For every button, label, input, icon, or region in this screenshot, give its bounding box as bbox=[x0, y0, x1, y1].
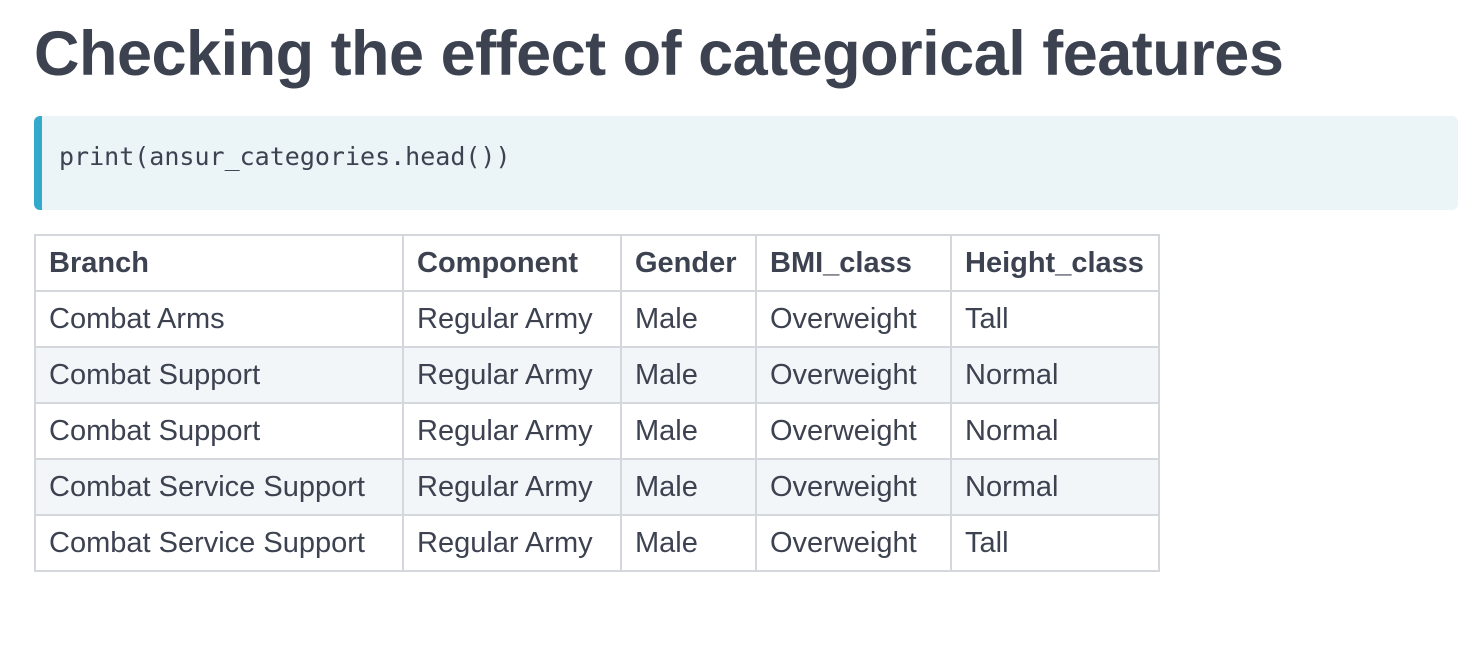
cell-bmi-class: Overweight bbox=[755, 290, 952, 348]
cell-height-class: Normal bbox=[950, 458, 1160, 516]
cell-component: Regular Army bbox=[402, 458, 622, 516]
cell-gender: Male bbox=[620, 514, 757, 572]
column-header-gender: Gender bbox=[620, 234, 757, 292]
code-block: print(ansur_categories.head()) bbox=[34, 116, 1458, 210]
cell-bmi-class: Overweight bbox=[755, 458, 952, 516]
cell-branch: Combat Support bbox=[34, 346, 404, 404]
cell-component: Regular Army bbox=[402, 402, 622, 460]
cell-height-class: Normal bbox=[950, 346, 1160, 404]
column-header-component: Component bbox=[402, 234, 622, 292]
table-row: Combat Arms Regular Army Male Overweight… bbox=[34, 290, 1160, 348]
cell-branch: Combat Support bbox=[34, 402, 404, 460]
cell-component: Regular Army bbox=[402, 514, 622, 572]
cell-gender: Male bbox=[620, 290, 757, 348]
cell-branch: Combat Service Support bbox=[34, 458, 404, 516]
cell-gender: Male bbox=[620, 346, 757, 404]
table-row: Combat Service Support Regular Army Male… bbox=[34, 458, 1160, 516]
dataframe-table: Branch Component Gender BMI_class Height… bbox=[34, 234, 1160, 572]
cell-bmi-class: Overweight bbox=[755, 402, 952, 460]
code-text: print(ansur_categories.head()) bbox=[59, 142, 511, 171]
table-row: Combat Support Regular Army Male Overwei… bbox=[34, 402, 1160, 460]
cell-gender: Male bbox=[620, 458, 757, 516]
column-header-height-class: Height_class bbox=[950, 234, 1160, 292]
cell-bmi-class: Overweight bbox=[755, 514, 952, 572]
cell-branch: Combat Arms bbox=[34, 290, 404, 348]
cell-height-class: Tall bbox=[950, 514, 1160, 572]
cell-component: Regular Army bbox=[402, 346, 622, 404]
column-header-branch: Branch bbox=[34, 234, 404, 292]
table-row: Combat Support Regular Army Male Overwei… bbox=[34, 346, 1160, 404]
cell-component: Regular Army bbox=[402, 290, 622, 348]
cell-height-class: Normal bbox=[950, 402, 1160, 460]
table-header-row: Branch Component Gender BMI_class Height… bbox=[34, 234, 1160, 292]
column-header-bmi-class: BMI_class bbox=[755, 234, 952, 292]
cell-bmi-class: Overweight bbox=[755, 346, 952, 404]
page-title: Checking the effect of categorical featu… bbox=[34, 19, 1284, 89]
cell-branch: Combat Service Support bbox=[34, 514, 404, 572]
cell-gender: Male bbox=[620, 402, 757, 460]
table-row: Combat Service Support Regular Army Male… bbox=[34, 514, 1160, 572]
cell-height-class: Tall bbox=[950, 290, 1160, 348]
